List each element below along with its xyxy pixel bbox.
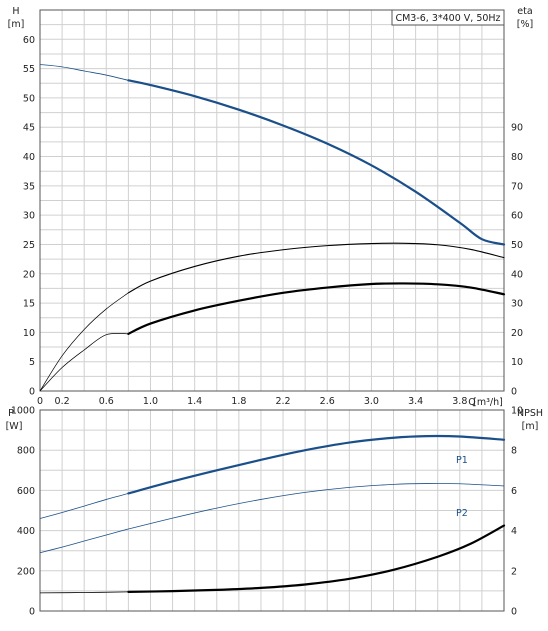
series-line-thin <box>39 332 129 392</box>
y2-tick-label: 40 <box>511 269 523 280</box>
top-y2-label-symbol: eta <box>517 6 532 17</box>
series-line <box>127 282 506 335</box>
y2-tick-label: 6 <box>511 486 517 497</box>
top-x-tick-labels: 0 0.2 0.6 1.0 1.4 1.8 2.2 2.6 3.0 3.4 3.8 <box>37 396 467 407</box>
y2-tick-label: 50 <box>511 240 523 251</box>
y-tick-label: 1000 <box>11 406 35 417</box>
series-line <box>127 483 505 530</box>
y-tick-label: 30 <box>23 211 35 222</box>
y-tick-label: 0 <box>29 607 35 618</box>
series-line-thin <box>39 292 129 392</box>
y-tick-label: 25 <box>23 240 35 251</box>
y2-tick-label: 10 <box>511 406 523 417</box>
series-line-thin <box>39 591 129 594</box>
top-y-label-symbol: H <box>12 6 19 17</box>
x-tick-label: 3.0 <box>364 396 379 407</box>
y2-tick-label: 60 <box>511 211 523 222</box>
y-tick-label: 5 <box>29 357 35 368</box>
x-tick-label: 3.4 <box>408 396 423 407</box>
y2-tick-label: 0 <box>511 607 517 618</box>
x-tick-label: 2.6 <box>320 396 335 407</box>
y2-tick-label: 20 <box>511 328 523 339</box>
y-tick-label: 50 <box>23 93 35 104</box>
y-tick-label: 55 <box>23 64 35 75</box>
y2-tick-label: 4 <box>511 526 517 537</box>
y-tick-label: 10 <box>23 328 35 339</box>
x-tick-label: 0 <box>37 396 43 407</box>
bottom-plot-frame <box>39 409 505 612</box>
top-series <box>39 64 506 392</box>
series-line <box>127 434 506 495</box>
y2-tick-label: 0 <box>511 387 517 398</box>
series-line <box>127 524 506 593</box>
y-tick-label: 400 <box>17 526 35 537</box>
y-tick-label: 15 <box>23 299 35 310</box>
y-tick-label: 600 <box>17 486 35 497</box>
y-tick-label: 60 <box>23 35 35 46</box>
bottom-series <box>39 434 506 594</box>
bottom-y-tick-labels: 0 200 400 600 800 1000 <box>11 406 35 618</box>
bottom-y2-label-unit: [m] <box>522 421 539 432</box>
p2-series-label: P2 <box>456 508 468 519</box>
top-y2-label-unit: [%] <box>517 19 533 30</box>
chart-title: CM3-6, 3*400 V, 50Hz <box>395 13 500 24</box>
x-tick-label: 3.8 <box>452 396 467 407</box>
series-line <box>127 242 505 294</box>
y2-tick-label: 10 <box>511 357 523 368</box>
bottom-y2-tick-labels: 0 2 4 6 8 10 <box>511 406 523 618</box>
x-tick-label: 0.2 <box>55 396 70 407</box>
y2-tick-label: 90 <box>511 123 523 134</box>
y-tick-label: 200 <box>17 566 35 577</box>
series-line-thin <box>39 493 129 519</box>
x-tick-label: 1.0 <box>143 396 158 407</box>
y-tick-label: 35 <box>23 181 35 192</box>
top-plot-frame <box>39 9 505 392</box>
top-y2-tick-labels: 0 10 20 30 40 50 60 70 80 90 <box>511 123 523 398</box>
y-tick-label: 45 <box>23 123 35 134</box>
y2-tick-label: 30 <box>511 299 523 310</box>
x-tick-label: 2.2 <box>275 396 290 407</box>
x-tick-label: 1.8 <box>231 396 246 407</box>
bottom-y-label-symbol: P <box>8 408 14 419</box>
y2-tick-label: 2 <box>511 566 517 577</box>
title-box <box>391 9 505 26</box>
top-x-label-symbol: Q <box>468 397 475 408</box>
series-line-thin <box>39 64 129 81</box>
head-efficiency-chart: 0 5 10 15 20 25 30 35 40 45 50 55 60 0 10 20 30 40 50 60 70… <box>8 6 534 408</box>
y-tick-label: 800 <box>17 446 35 457</box>
y-tick-label: 0 <box>29 387 35 398</box>
y-tick-label: 20 <box>23 269 35 280</box>
top-y-label-unit: [m] <box>8 19 25 30</box>
bottom-y-label-unit: [W] <box>6 421 23 432</box>
y2-tick-label: 80 <box>511 152 523 163</box>
p1-series-label: P1 <box>456 455 468 466</box>
x-tick-label: 0.6 <box>99 396 114 407</box>
power-npsh-chart: 0 200 400 600 800 1000 0 2 4 6 8 10 P [W] NPSH [m]… <box>6 406 543 618</box>
x-tick-label: 1.4 <box>187 396 202 407</box>
bottom-y2-label-symbol: NPSH <box>517 408 543 419</box>
y2-tick-label: 8 <box>511 446 517 457</box>
bottom-grid <box>39 409 505 612</box>
y-tick-label: 40 <box>23 152 35 163</box>
top-x-label-unit: [m³/h] <box>473 397 503 408</box>
series-line-thin <box>39 528 129 554</box>
top-y-tick-labels: 0 5 10 15 20 25 30 35 40 45 50 55 60 <box>23 35 35 398</box>
y2-tick-label: 70 <box>511 181 523 192</box>
series-line <box>127 79 506 246</box>
